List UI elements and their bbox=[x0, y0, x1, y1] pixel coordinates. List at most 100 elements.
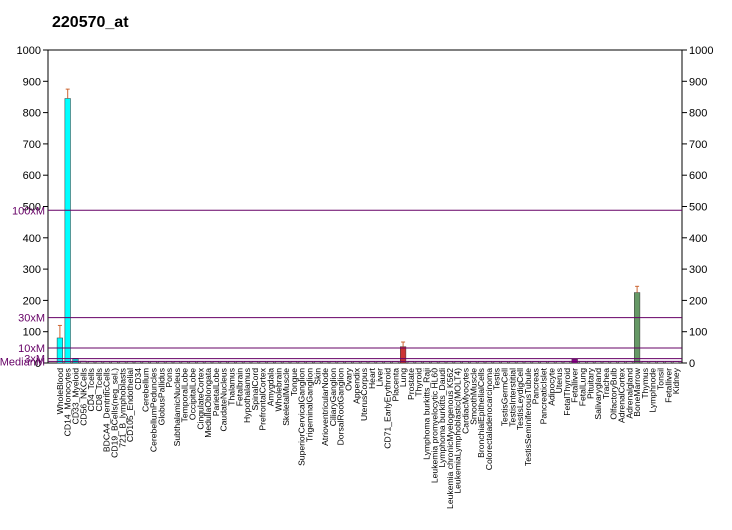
y-tick-label-right: 200 bbox=[689, 295, 707, 307]
category-label: Lymphoma burkitts_Raji bbox=[422, 368, 432, 460]
category-label: Adrenalgland bbox=[624, 368, 634, 419]
category-label: CD71_EarlyErythroid bbox=[383, 368, 393, 449]
category-label: SuperiorCervicalGanglion bbox=[297, 368, 307, 466]
category-label: TestisInterstitial bbox=[507, 368, 517, 427]
category-label: Hypothalamus bbox=[242, 368, 252, 423]
y-tick-label-right: 800 bbox=[689, 108, 707, 120]
category-label: Pancreas bbox=[531, 368, 541, 404]
bar bbox=[56, 337, 63, 364]
category-label: Thymus bbox=[640, 368, 650, 399]
category-label: Skin bbox=[312, 368, 322, 385]
category-label: SkeletalMuscle bbox=[281, 368, 291, 426]
chart-title: 220570_at bbox=[52, 14, 129, 31]
category-label: SmoothMuscle bbox=[468, 368, 478, 425]
category-label: Leukemia chronicMyelogenous K562 bbox=[445, 368, 455, 509]
category-label: Kidney bbox=[671, 367, 681, 394]
category-label: CiliaryGanglion bbox=[328, 368, 338, 426]
reference-line-label: 100xM bbox=[12, 205, 45, 217]
category-label: Lymphoma burkitts_Daudi bbox=[437, 368, 447, 468]
category-label: Thyroid bbox=[414, 368, 424, 397]
category-label: CD19_BCells(neg_sel.) bbox=[110, 368, 120, 458]
category-label: SpinalCord bbox=[250, 368, 260, 411]
reference-line-label: MedianM bbox=[0, 356, 45, 368]
y-tick-label-left: 900 bbox=[23, 76, 41, 88]
category-label: CD4_Tcells bbox=[86, 368, 96, 411]
category-label: FetalThyroid bbox=[562, 368, 572, 416]
category-label: BDCA4_DentriticCells bbox=[102, 368, 112, 452]
category-label: SubthalamicNucleus bbox=[172, 368, 182, 446]
category-label: Uterus bbox=[554, 368, 564, 393]
reference-line-label: 3xM bbox=[24, 354, 45, 366]
y-tick-label-right: 400 bbox=[689, 233, 707, 245]
category-label: Testis bbox=[492, 368, 502, 390]
category-label: AdrenalCortex bbox=[617, 367, 627, 423]
category-label: OlfactoryBulb bbox=[609, 368, 619, 420]
y-tick-label-right: 0 bbox=[689, 358, 695, 370]
category-label: CD34 bbox=[133, 368, 143, 390]
category-label: Placenta bbox=[390, 368, 400, 402]
category-label: PancreaticIslet bbox=[539, 367, 549, 424]
category-label: TemporalLobe bbox=[180, 368, 190, 423]
category-label: Colorectaladenocarcinoma bbox=[484, 368, 494, 470]
y-tick-label-left: 100 bbox=[23, 327, 41, 339]
category-label: Amygdala bbox=[266, 368, 276, 406]
y-tick-label-left: 400 bbox=[23, 233, 41, 245]
category-label: TrigeminalGanglion bbox=[305, 368, 315, 442]
category-label: Fetalliver bbox=[663, 368, 673, 403]
category-label: Leukemia promyelocytic HL60 bbox=[429, 368, 439, 483]
category-label: Tonsil bbox=[656, 368, 666, 390]
category-label: Ovary bbox=[344, 367, 354, 391]
y-tick-label-left: 200 bbox=[23, 295, 41, 307]
category-label: Tongue bbox=[289, 368, 299, 396]
category-label: MedullaOblongata bbox=[203, 368, 213, 438]
category-label: CaudateNucleus bbox=[219, 368, 229, 432]
category-label: PrefrontalCortex bbox=[258, 367, 268, 430]
category-label: ParietalLobe bbox=[211, 368, 221, 416]
category-label: Wholebrain bbox=[273, 368, 283, 412]
category-label: CD56_NKCells bbox=[78, 368, 88, 426]
category-label: CD33_Myeloid bbox=[71, 368, 81, 425]
category-label: WholeBlood bbox=[55, 368, 65, 415]
plot-frame bbox=[47, 49, 683, 364]
category-label: Trachea bbox=[601, 368, 611, 399]
y-tick-label-left: 1000 bbox=[17, 45, 41, 57]
category-label: CD8_Tcells bbox=[94, 368, 104, 411]
category-label: OccipitalLobe bbox=[188, 368, 198, 420]
y-tick-label-right: 300 bbox=[689, 264, 707, 276]
y-tick-label-right: 700 bbox=[689, 139, 707, 151]
y-tick-label-left: 500 bbox=[23, 202, 41, 214]
category-label: Pituitary bbox=[585, 367, 595, 399]
y-tick-label-right: 1000 bbox=[689, 45, 713, 57]
plot-area: 0 0 100 100 200 200 300 300 400 400 500 500 600 600 70… bbox=[0, 45, 713, 509]
y-tick-label-right: 100 bbox=[689, 327, 707, 339]
category-label: Heart bbox=[367, 367, 377, 389]
category-label: BoneMarrow bbox=[632, 367, 642, 417]
category-label: UterusCorpus bbox=[359, 368, 369, 421]
y-tick-label-right: 900 bbox=[689, 76, 707, 88]
category-label: Liver bbox=[375, 368, 385, 387]
category-label: DorsalRootGanglion bbox=[336, 368, 346, 446]
category-label: Lung bbox=[398, 368, 408, 387]
category-label: Fetalliver bbox=[570, 368, 580, 403]
bar bbox=[634, 292, 641, 364]
category-label: Cerebellum bbox=[141, 368, 151, 412]
category-label: FetalLung bbox=[578, 368, 588, 406]
category-label: Pons bbox=[164, 368, 174, 388]
y-tick-label-left: 700 bbox=[23, 139, 41, 151]
category-label: TestisGermCell bbox=[500, 368, 510, 426]
category-label: TestisLeydigCell bbox=[515, 368, 525, 430]
y-tick-label-right: 500 bbox=[689, 202, 707, 214]
reference-line-label: 10xM bbox=[18, 343, 45, 355]
y-tick-label-left: 0 bbox=[35, 358, 41, 370]
category-label: GlobusPallidus bbox=[156, 368, 166, 425]
bar bbox=[400, 346, 407, 364]
bar bbox=[64, 98, 71, 364]
category-label: 721_B_lymphoblasts bbox=[117, 368, 127, 448]
y-tick-label-left: 600 bbox=[23, 170, 41, 182]
reference-line-label: 30xM bbox=[18, 313, 45, 325]
category-label: LeukemiaLymphoblastic(MOLT4) bbox=[453, 368, 463, 494]
category-label: TestisSeminiferousTubule bbox=[523, 368, 533, 466]
category-label: Salivarygland bbox=[593, 368, 603, 420]
category-label: CingulateCortex bbox=[195, 367, 205, 429]
